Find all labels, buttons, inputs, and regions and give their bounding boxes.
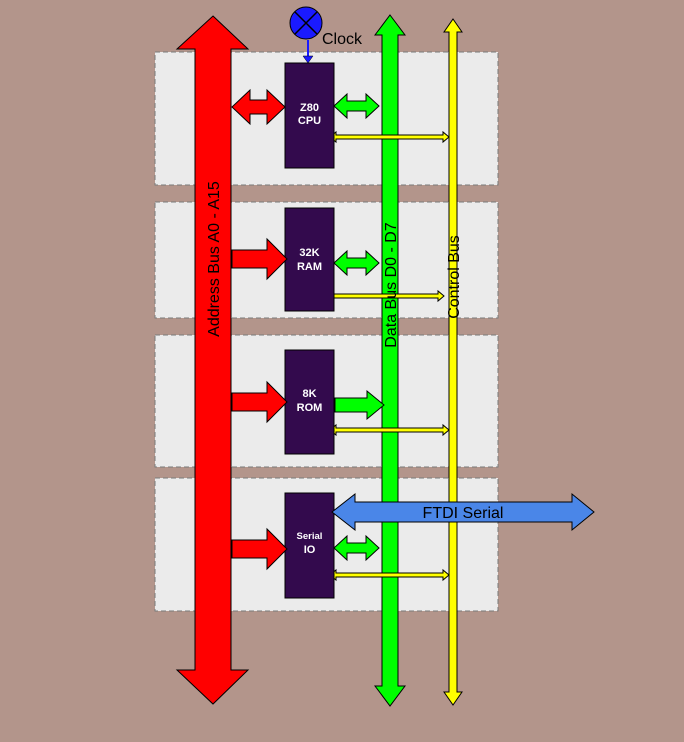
data-bus xyxy=(374,14,406,707)
cpu-control-connector xyxy=(329,130,450,144)
rom-chip-line2: ROM xyxy=(297,402,323,414)
ram-chip: 32K RAM xyxy=(284,207,335,312)
data-bus-label: Data Bus D0 - D7 xyxy=(383,222,400,347)
control-bus xyxy=(443,18,463,706)
ram-chip-line2: RAM xyxy=(297,261,322,273)
address-connectors xyxy=(231,88,288,571)
cpu-chip-line1: Z80 xyxy=(300,102,319,114)
rom-chip: 8K ROM xyxy=(284,349,335,455)
serial-io-chip-line2: IO xyxy=(304,544,316,556)
cpu-chip: Z80 CPU xyxy=(284,62,335,169)
control-bus-label: Control Bus xyxy=(446,235,463,319)
ftdi-serial-link: FTDI Serial xyxy=(331,492,595,532)
cpu-address-connector xyxy=(231,88,286,126)
ram-chip-line1: 32K xyxy=(299,247,319,259)
serial-io-chip-line1: Serial xyxy=(297,531,323,542)
cpu-data-connector xyxy=(333,92,380,120)
cpu-chip-line2: CPU xyxy=(298,115,321,127)
data-connectors xyxy=(333,92,385,562)
clock-source: Clock xyxy=(289,6,363,64)
serial-io-chip: Serial IO xyxy=(284,492,335,599)
io-address-connector xyxy=(231,527,288,571)
io-data-connector xyxy=(333,534,380,562)
io-control-connector xyxy=(329,568,450,582)
address-bus-label: Address Bus A0 - A15 xyxy=(206,181,223,337)
rom-address-connector xyxy=(231,380,288,424)
rom-chip-line1: 8K xyxy=(302,388,316,400)
clock-label: Clock xyxy=(322,31,363,48)
address-bus xyxy=(175,15,250,705)
ram-address-connector xyxy=(231,237,288,281)
ram-data-connector xyxy=(333,249,380,277)
rom-control-connector xyxy=(329,423,450,437)
ftdi-serial-label: FTDI Serial xyxy=(423,505,504,522)
rom-data-connector xyxy=(334,389,385,421)
